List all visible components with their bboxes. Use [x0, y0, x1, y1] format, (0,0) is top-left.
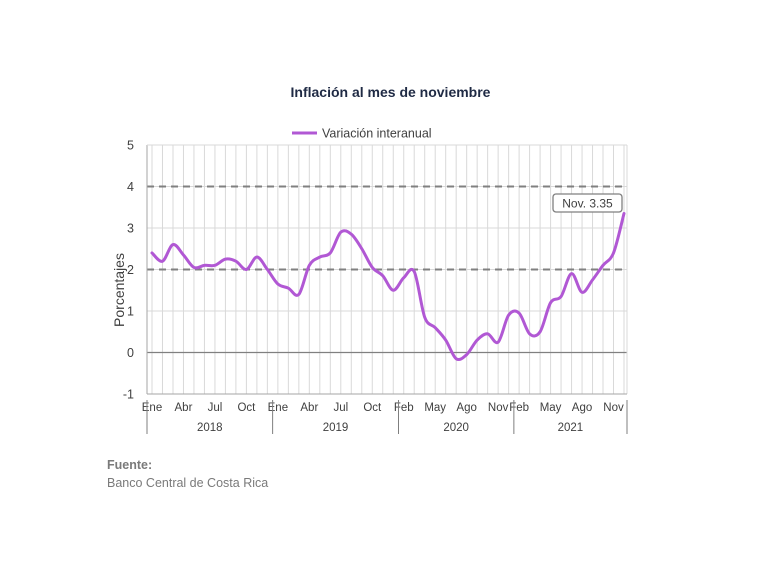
x-tick-label: Jul	[208, 402, 223, 414]
x-tick-label: Abr	[175, 402, 193, 414]
x-tick-label: Oct	[363, 402, 382, 414]
x-tick-label: Ene	[268, 402, 288, 414]
year-label: 2018	[197, 422, 223, 434]
x-tick-label: Nov	[603, 402, 624, 414]
year-label: 2020	[443, 422, 469, 434]
x-tick-label: Oct	[237, 402, 256, 414]
chart-annotation: Nov. 3.35	[552, 193, 623, 213]
x-tick-label: Nov	[488, 402, 509, 414]
y-axis-label: Porcentajes	[111, 253, 127, 327]
annotation-box	[552, 193, 623, 213]
source-text: Banco Central de Costa Rica	[107, 476, 269, 490]
year-label: 2019	[323, 422, 349, 434]
source-note: Fuente: Banco Central de Costa Rica	[107, 456, 268, 492]
y-tick-label: 4	[127, 180, 134, 194]
x-tick-label: Feb	[509, 402, 529, 414]
chart-series	[150, 211, 626, 362]
year-label: 2021	[558, 422, 584, 434]
x-tick-label: May	[540, 402, 562, 414]
x-tick-label: Ago	[572, 402, 592, 414]
x-tick-label: Jul	[333, 402, 348, 414]
chart-axes: 5 4 3 2 1 0 -1 Ene Abr Jul Oct Ene Abr Jul Oct Feb May Ag…	[123, 139, 628, 434]
x-tick-label: May	[424, 402, 446, 414]
chart-title: Inflación al mes de noviembre	[290, 84, 491, 100]
y-tick-label: 3	[127, 222, 134, 236]
y-tick-label: 2	[127, 263, 134, 277]
reference-lines	[147, 185, 627, 354]
x-tick-label: Abr	[300, 402, 318, 414]
chart-legend: Variación interanual	[292, 127, 432, 141]
series-line-variacion-interanual	[150, 211, 626, 362]
y-tick-label: -1	[123, 388, 134, 402]
y-tick-label: 0	[127, 346, 134, 360]
annotation-text: Nov. 3.35	[562, 197, 613, 211]
x-tick-label: Ene	[142, 402, 162, 414]
x-tick-label: Ago	[456, 402, 476, 414]
source-label: Fuente:	[107, 458, 153, 472]
x-tick-label: Feb	[394, 402, 414, 414]
y-tick-label: 5	[127, 139, 134, 153]
y-tick-label: 1	[127, 305, 134, 319]
legend-label: Variación interanual	[322, 127, 432, 141]
